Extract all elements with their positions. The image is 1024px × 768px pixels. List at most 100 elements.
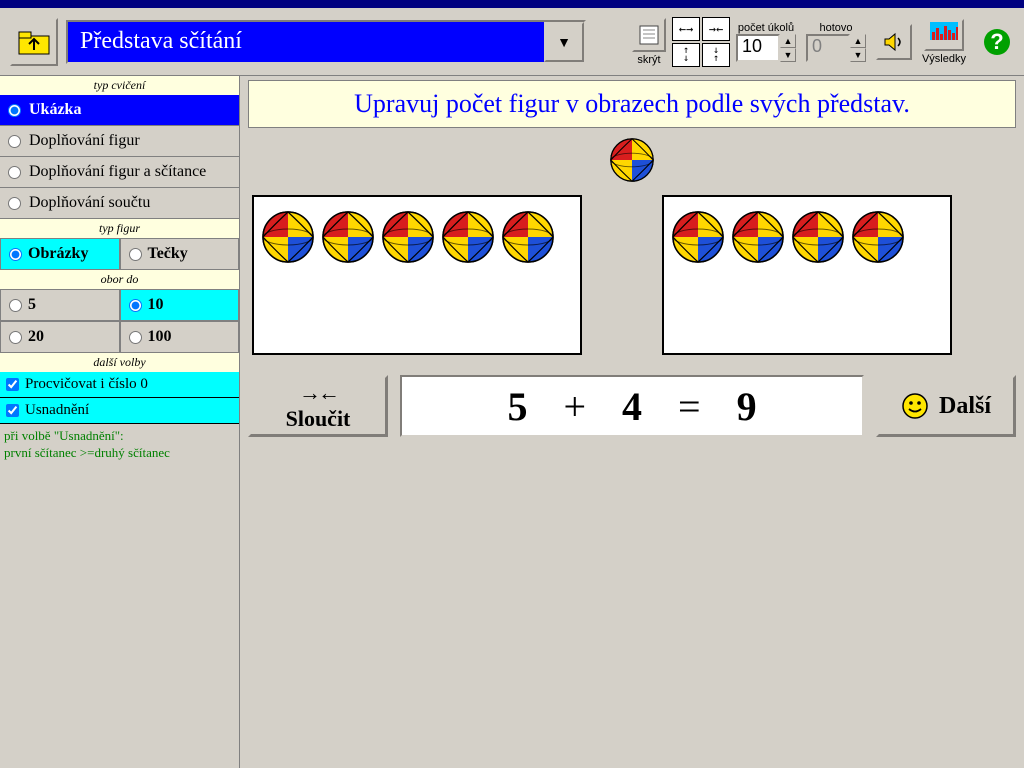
- topic-dropdown[interactable]: Představa sčítání ▼: [66, 20, 586, 64]
- ball-icon: [732, 211, 784, 263]
- opt-ease-checkbox[interactable]: Usnadnění: [0, 398, 239, 424]
- exercise-type-header: typ cvičení: [0, 76, 239, 95]
- opt-zero-input[interactable]: [6, 378, 19, 391]
- opt-ease-label: Usnadnění: [25, 402, 89, 419]
- speaker-icon: [882, 30, 906, 54]
- right-group-box[interactable]: [662, 195, 952, 355]
- exercise-type-option[interactable]: Doplňování součtu: [0, 188, 239, 219]
- next-button[interactable]: Další: [876, 375, 1016, 437]
- range-option[interactable]: 20: [0, 321, 120, 353]
- dropdown-arrow-icon[interactable]: ▼: [544, 22, 584, 62]
- merge-button[interactable]: →← Sloučit: [248, 375, 388, 437]
- merge-arrows-icon: →←: [299, 380, 337, 406]
- exercise-label: Doplňování figur: [29, 132, 140, 150]
- smiley-icon: [901, 392, 929, 420]
- next-label: Další: [939, 393, 991, 420]
- exercise-type-option[interactable]: Doplňování figur a sčítance: [0, 157, 239, 188]
- ball-icon: [382, 211, 434, 263]
- range-option[interactable]: 5: [0, 289, 120, 321]
- exercise-type-option[interactable]: Ukázka: [0, 95, 239, 126]
- arrow-v-out-icon[interactable]: ↑↓: [672, 43, 700, 67]
- ball-icon: [852, 211, 904, 263]
- range-radio[interactable]: [9, 331, 22, 344]
- results-icon: [930, 22, 958, 48]
- folder-up-button[interactable]: [10, 18, 58, 66]
- range-radio[interactable]: [129, 331, 142, 344]
- ball-icon: [502, 211, 554, 263]
- ball-icon: [610, 138, 654, 182]
- range-option[interactable]: 100: [120, 321, 240, 353]
- operand-a: 5: [507, 383, 527, 430]
- svg-text:?: ?: [990, 29, 1003, 54]
- equation-display: 5 + 4 = 9: [400, 375, 864, 437]
- arrow-v-in-icon[interactable]: ↓↑: [702, 43, 730, 67]
- tasks-label: počet úkolů: [738, 22, 794, 34]
- help-icon: ?: [982, 27, 1010, 57]
- sample-figure: [248, 128, 1016, 195]
- range-label: 20: [28, 328, 44, 346]
- equals: =: [678, 383, 701, 430]
- figure-radio[interactable]: [9, 248, 22, 261]
- results-button[interactable]: [924, 19, 964, 51]
- results-label: Výsledky: [922, 53, 966, 65]
- tasks-up-button[interactable]: ▲: [780, 34, 796, 48]
- opt-ease-input[interactable]: [6, 404, 19, 417]
- exercise-label: Ukázka: [29, 101, 81, 119]
- folder-up-icon: [17, 28, 51, 56]
- left-group-box[interactable]: [252, 195, 582, 355]
- result: 9: [737, 383, 757, 430]
- exercise-type-option[interactable]: Doplňování figur: [0, 126, 239, 157]
- figure-type-header: typ figur: [0, 219, 239, 238]
- operand-b: 4: [622, 383, 642, 430]
- done-label: hotovo: [819, 22, 852, 34]
- arrow-h-in-icon[interactable]: →←: [702, 17, 730, 41]
- range-radio[interactable]: [129, 299, 142, 312]
- done-up-button[interactable]: ▲: [850, 34, 866, 48]
- tasks-field: počet úkolů 10 ▲ ▼: [736, 22, 796, 62]
- hide-label: skrýt: [637, 54, 660, 66]
- done-value: 0: [806, 34, 850, 62]
- merge-label: Sloučit: [286, 406, 351, 432]
- figure-label: Obrázky: [28, 245, 88, 263]
- done-down-button[interactable]: ▼: [850, 48, 866, 62]
- figure-radio[interactable]: [129, 248, 142, 261]
- ball-icon: [442, 211, 494, 263]
- range-radio[interactable]: [9, 299, 22, 312]
- hint-text: při volbě "Usnadnění": první sčítanec >=…: [0, 424, 239, 466]
- range-label: 100: [148, 328, 172, 346]
- content-area: Upravuj počet figur v obrazech podle svý…: [240, 76, 1024, 768]
- arrow-grid[interactable]: ←→ →← ↑↓ ↓↑: [672, 17, 730, 67]
- tasks-down-button[interactable]: ▼: [780, 48, 796, 62]
- figure-type-option[interactable]: Tečky: [120, 238, 240, 270]
- exercise-radio[interactable]: [8, 166, 21, 179]
- exercise-radio[interactable]: [8, 197, 21, 210]
- window-titlebar: [0, 0, 1024, 8]
- sidebar: typ cvičení Ukázka Doplňování figur Doplňo…: [0, 76, 240, 768]
- sound-button[interactable]: [876, 24, 912, 60]
- exercise-label: Doplňování figur a sčítance: [29, 163, 206, 181]
- ball-icon: [672, 211, 724, 263]
- hide-button[interactable]: [632, 18, 666, 52]
- help-button[interactable]: ?: [978, 24, 1014, 60]
- page-icon: [638, 24, 660, 46]
- exercise-label: Doplňování součtu: [29, 194, 150, 212]
- ball-icon: [322, 211, 374, 263]
- tasks-input[interactable]: 10: [736, 34, 780, 62]
- exercise-radio[interactable]: [8, 104, 21, 117]
- toolbar: Představa sčítání ▼ skrýt ←→ →← ↑↓ ↓↑ po…: [0, 8, 1024, 76]
- range-label: 5: [28, 296, 36, 314]
- ball-icon: [262, 211, 314, 263]
- figure-label: Tečky: [148, 245, 188, 263]
- options-header: další volby: [0, 353, 239, 372]
- figure-type-option[interactable]: Obrázky: [0, 238, 120, 270]
- ball-icon: [792, 211, 844, 263]
- exercise-radio[interactable]: [8, 135, 21, 148]
- range-option[interactable]: 10: [120, 289, 240, 321]
- range-label: 10: [148, 296, 164, 314]
- opt-zero-checkbox[interactable]: Procvičovat i číslo 0: [0, 372, 239, 398]
- topic-label: Představa sčítání: [68, 22, 544, 62]
- operator: +: [563, 383, 586, 430]
- done-field: hotovo 0 ▲ ▼: [806, 22, 866, 62]
- range-header: obor do: [0, 270, 239, 289]
- arrow-h-out-icon[interactable]: ←→: [672, 17, 700, 41]
